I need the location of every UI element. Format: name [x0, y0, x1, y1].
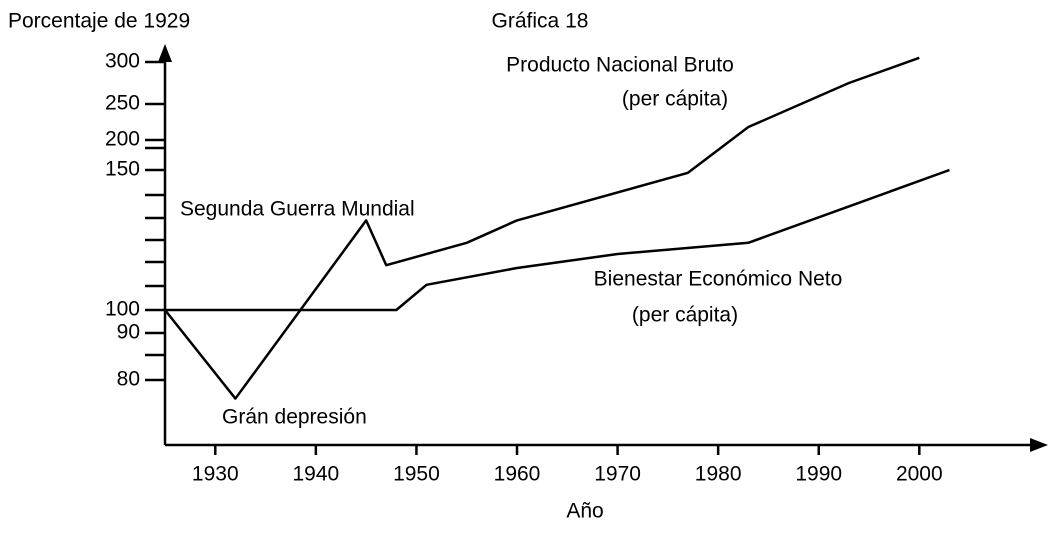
series-label: Bienestar Económico Neto: [594, 268, 843, 291]
y-tick-label: 150: [105, 158, 140, 181]
y-tick-label: 100: [105, 298, 140, 321]
annotation: Grán depresión: [222, 406, 367, 429]
x-axis-label: Año: [566, 500, 603, 523]
y-tick-label: 200: [105, 128, 140, 151]
x-tick-label: 1930: [192, 463, 239, 486]
series-note: (per cápita): [622, 88, 728, 111]
y-tick-label: 80: [117, 368, 140, 391]
y-tick-label: 250: [105, 92, 140, 115]
x-axis-arrow: [1030, 438, 1048, 452]
x-tick-label: 1950: [393, 463, 440, 486]
series-label: Producto Nacional Bruto: [506, 54, 734, 77]
x-tick-label: 1980: [695, 463, 742, 486]
y-axis-arrow: [158, 44, 172, 62]
x-tick-label: 1970: [594, 463, 641, 486]
y-tick-label: 300: [105, 50, 140, 73]
minor-ticks: [145, 146, 165, 357]
series-line: [164, 56, 920, 400]
x-tick-label: 2000: [896, 463, 943, 486]
series-note: (per cápita): [632, 304, 738, 327]
x-tick-label: 1940: [293, 463, 340, 486]
x-tick-label: 1990: [795, 463, 842, 486]
x-tick-label: 1960: [494, 463, 541, 486]
chart-title: Gráfica 18: [492, 10, 589, 33]
y-axis-label: Porcentaje de 1929: [8, 10, 190, 33]
series-line: [165, 168, 950, 312]
annotation: Segunda Guerra Mundial: [180, 198, 415, 221]
y-tick-label: 90: [117, 321, 140, 344]
